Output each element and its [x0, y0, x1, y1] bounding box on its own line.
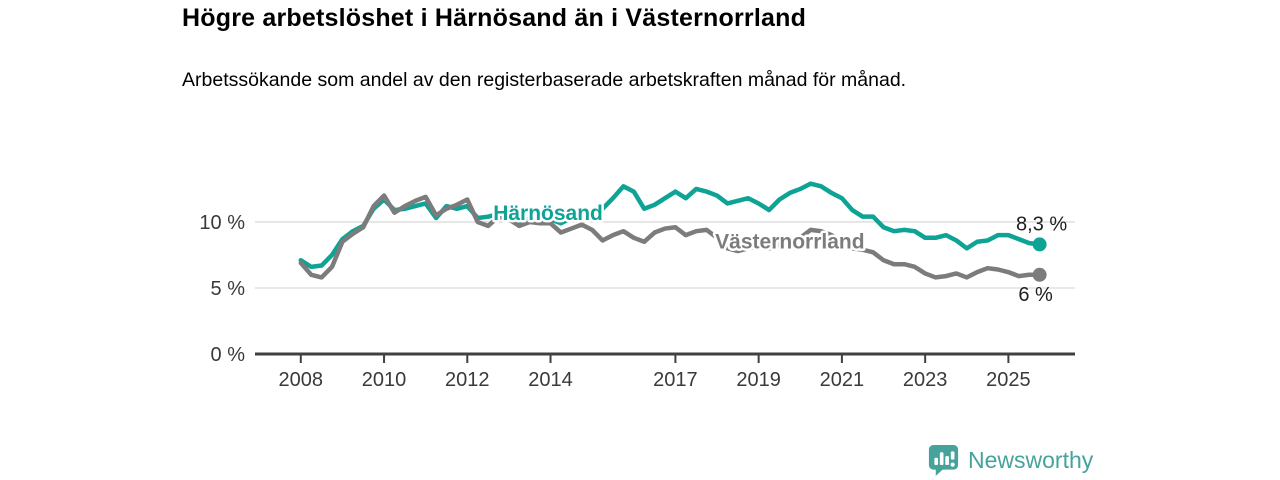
- newsworthy-logo-icon: [928, 445, 959, 476]
- series-name-label: Härnösand: [493, 202, 603, 225]
- series-line-härnösand: [298, 181, 1042, 270]
- bar-chart-icon-bar: [939, 452, 944, 466]
- bar-chart-icon-bar: [945, 455, 949, 466]
- exclamation-icon-dot: [950, 462, 955, 467]
- bar-chart-icon-bar: [934, 457, 939, 466]
- brand-footer: Newsworthy: [928, 444, 1093, 477]
- x-axis-tick-label: 2017: [653, 369, 698, 391]
- chart-subtitle: Arbetssökande som andel av den registerb…: [182, 69, 907, 91]
- y-axis-tick-label: 5 %: [211, 278, 246, 300]
- x-axis-tick-label: 2021: [820, 369, 865, 391]
- series-end-dot: [1032, 237, 1047, 252]
- chart-title: Högre arbetslöshet i Härnösand än i Väst…: [182, 4, 807, 32]
- x-axis-tick-label: 2008: [279, 369, 324, 391]
- x-axis-tick-label: 2012: [445, 369, 490, 391]
- exclamation-icon: [950, 451, 955, 460]
- series-line-västernorrland: [298, 193, 1042, 280]
- x-axis-tick-label: 2023: [903, 369, 948, 391]
- x-axis-tick-label: 2025: [986, 369, 1031, 391]
- line-chart: 0 % 5 % 10 % 2008 2010 2012 2014 2017 2019 2021 20…: [199, 181, 1075, 391]
- brand-name: Newsworthy: [968, 447, 1094, 473]
- y-axis-tick-label: 0 %: [211, 344, 246, 366]
- x-axis-tick-label: 2010: [362, 369, 407, 391]
- series-end-dot: [1032, 267, 1047, 282]
- series-end-value-label: 6 %: [1018, 284, 1053, 306]
- x-axis-tick-label: 2014: [528, 369, 573, 391]
- y-axis-tick-label: 10 %: [199, 212, 245, 234]
- x-axis-tick-label: 2019: [736, 369, 781, 391]
- series-name-label: Västernorrland: [715, 230, 864, 253]
- chart-header: Högre arbetslöshet i Härnösand än i Väst…: [182, 4, 1082, 33]
- series-end-value-label: 8,3 %: [1016, 213, 1067, 235]
